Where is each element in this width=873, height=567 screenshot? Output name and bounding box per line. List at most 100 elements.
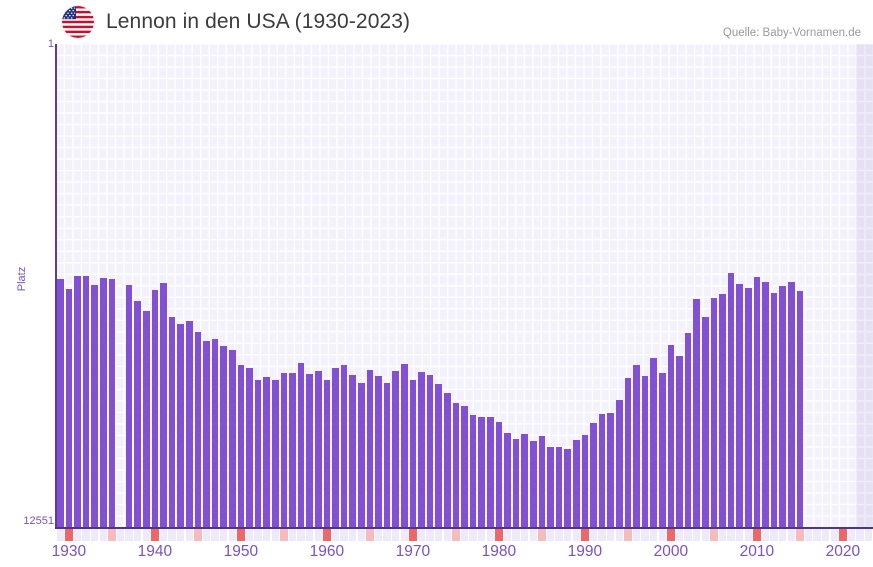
bar[interactable] [650,357,657,528]
bar[interactable] [487,416,494,528]
bar[interactable] [315,371,322,528]
x-tick-major [323,529,331,541]
x-tick-minor [202,529,211,541]
bar[interactable] [779,286,786,528]
bar[interactable] [220,345,227,528]
bar[interactable] [745,288,752,528]
bar[interactable] [788,281,795,528]
bar[interactable] [323,379,331,528]
x-tick-minor [856,529,864,541]
bar[interactable] [418,371,425,528]
bar[interactable] [547,446,554,528]
bar[interactable] [134,300,141,528]
x-tick-mid [194,529,202,541]
bar[interactable] [581,435,589,528]
bar[interactable] [512,438,520,528]
bar[interactable] [177,324,184,528]
bar[interactable] [684,333,692,528]
bar[interactable] [693,299,700,528]
bar[interactable] [444,392,451,528]
bar[interactable] [254,379,262,528]
bar[interactable] [452,403,460,528]
bar[interactable] [194,332,202,528]
x-tick-minor [779,529,787,541]
bar[interactable] [555,446,563,528]
bar[interactable] [332,367,339,528]
bar[interactable] [667,344,675,528]
bar[interactable] [598,414,606,528]
bar[interactable] [203,340,210,528]
bar[interactable] [392,370,399,528]
x-tick-minor [847,529,856,541]
bar[interactable] [426,374,434,528]
bar[interactable] [590,422,597,528]
x-tick-major [65,529,73,541]
bar[interactable] [289,372,296,528]
bar[interactable] [160,283,167,528]
x-tick-minor [641,529,649,541]
bar[interactable] [358,382,365,528]
x-tick-minor [701,529,709,541]
bar[interactable] [340,364,348,528]
bar[interactable] [616,399,623,528]
bar[interactable] [91,285,98,528]
bar[interactable] [633,365,640,528]
bar[interactable] [65,288,73,528]
bar[interactable] [719,293,726,528]
bar[interactable] [82,276,90,528]
bar[interactable] [151,290,159,528]
bar[interactable] [100,278,107,528]
bar[interactable] [504,433,511,528]
bar[interactable] [237,365,245,528]
bar[interactable] [478,417,485,528]
bar[interactable] [306,374,313,528]
bar[interactable] [710,297,718,528]
bar[interactable] [125,285,133,528]
bar[interactable] [57,279,64,528]
x-tick-minor [91,529,99,541]
bar[interactable] [727,273,735,528]
bar[interactable] [435,383,442,528]
bar[interactable] [702,317,709,528]
bar[interactable] [409,380,417,528]
bar[interactable] [168,316,176,528]
bar[interactable] [676,355,683,528]
bar[interactable] [366,369,374,528]
bar[interactable] [211,338,219,528]
bar[interactable] [297,362,305,528]
x-tick-major [495,529,503,541]
bar[interactable] [796,290,804,528]
bar[interactable] [469,414,477,528]
bar[interactable] [108,279,116,528]
bar[interactable] [659,372,666,528]
source-label: Quelle: Baby-Vornamen.de [722,27,861,39]
bar[interactable] [607,413,614,528]
bar[interactable] [272,379,279,528]
bar[interactable] [753,277,761,528]
bar[interactable] [263,376,270,528]
bar[interactable] [229,350,236,528]
bar[interactable] [641,375,649,528]
bar[interactable] [143,311,150,528]
bar[interactable] [538,436,546,528]
bar[interactable] [246,367,253,528]
bar[interactable] [349,375,356,528]
bar[interactable] [461,406,468,528]
bar[interactable] [521,434,528,528]
bar[interactable] [401,363,408,528]
x-tick-minor [693,529,701,541]
bar[interactable] [736,284,743,528]
bar[interactable] [186,320,193,528]
bar[interactable] [375,376,382,528]
bar[interactable] [564,448,571,528]
x-tick-minor [73,529,82,541]
bar[interactable] [624,377,632,528]
bar[interactable] [770,292,778,528]
bar[interactable] [495,422,503,528]
bar[interactable] [530,441,537,528]
bar[interactable] [573,440,580,528]
bar[interactable] [74,276,81,528]
bar[interactable] [762,281,769,528]
bar[interactable] [280,372,288,528]
bar[interactable] [383,383,391,528]
